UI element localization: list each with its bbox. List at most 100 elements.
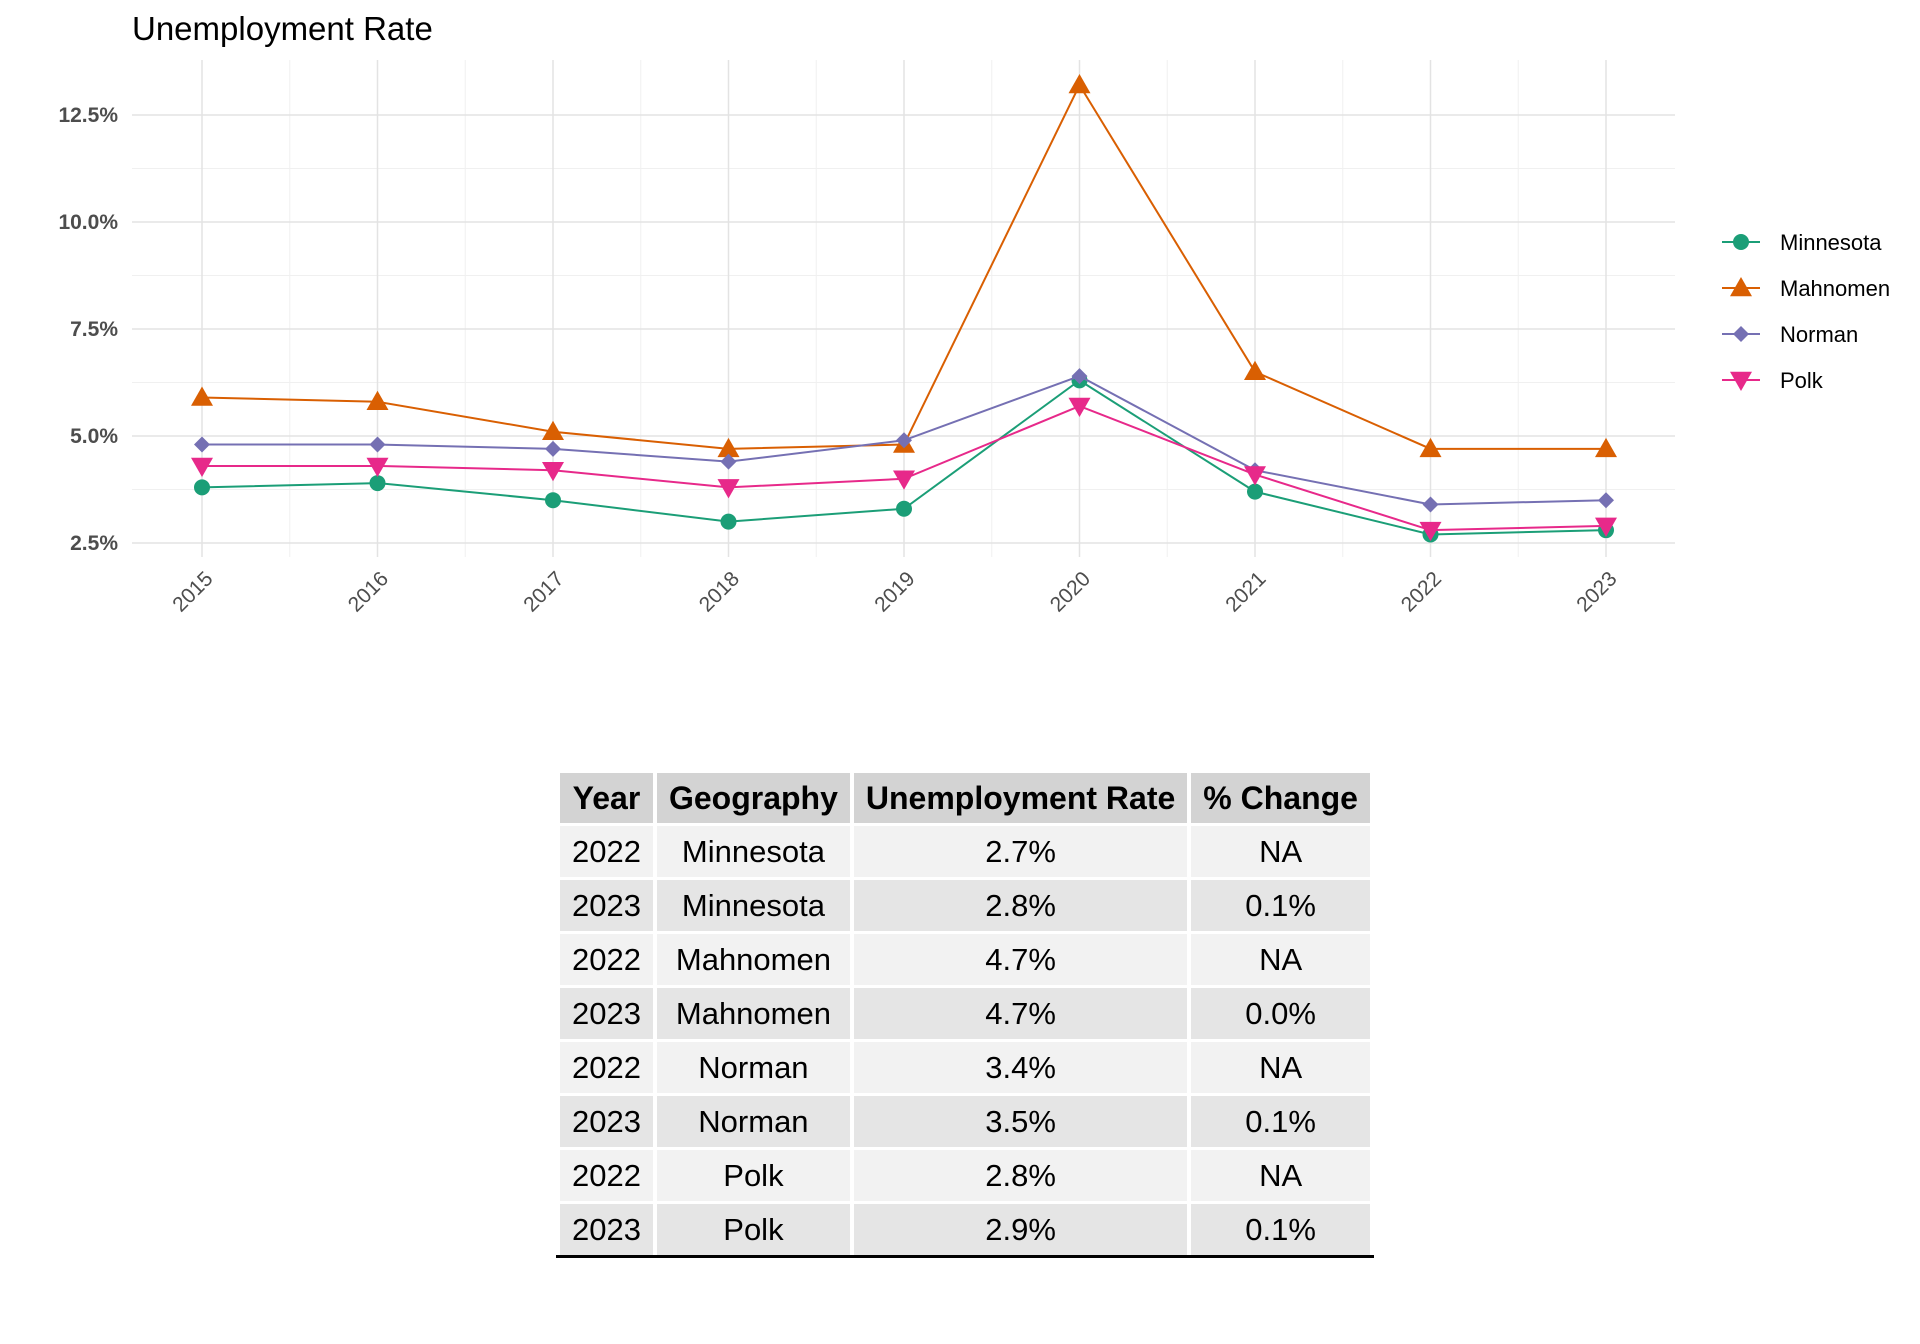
point-triangle-up [366,390,389,411]
table-cell: Norman [656,1096,850,1147]
point-triangle-up [1244,360,1266,381]
point-circle [1247,483,1263,500]
x-axis-ticks: 2015 2016 2017 2018 2019 2020 2021 2022 2023 [168,567,1621,616]
table-cell: NA [1191,1042,1370,1093]
point-diamond [720,453,737,470]
table-cell: 2.8% [853,880,1188,931]
x-tick-label: 2019 [870,567,919,616]
table-cell: 2.8% [853,1150,1188,1201]
y-tick-label: 7.5% [70,318,118,341]
point-triangle-down [1419,521,1442,542]
table-cell: 2023 [560,988,653,1039]
table-row: 2023 Norman 3.5% 0.1% [560,1096,1370,1147]
table-cell: Polk [656,1150,850,1201]
point-triangle-up [717,437,740,458]
legend-label: Mahnomen [1780,276,1890,301]
table-row: 2023 Minnesota 2.8% 0.1% [560,880,1370,931]
table-row: 2022 Polk 2.8% NA [560,1150,1370,1201]
table-cell: 0.1% [1191,1204,1370,1255]
point-triangle-up [191,386,213,406]
x-tick-label: 2018 [695,567,744,616]
point-diamond [545,440,561,457]
chart-title: Unemployment Rate [132,10,433,47]
table-body: 2022 Minnesota 2.7% NA 2023 Minnesota 2.8% 0.1%… [560,826,1370,1255]
y-axis-ticks: 2.5% 5.0% 7.5% 10.0% 12.5% [58,104,118,555]
table-cell: 2.7% [853,826,1188,877]
point-diamond [1422,496,1439,513]
table-cell: Minnesota [656,826,850,877]
table-header-row: Year Geography Unemployment Rate% Change [560,773,1370,823]
table-cell: 0.0% [1191,988,1370,1039]
table-row: 2023 Polk 2.9% 0.1% [560,1204,1370,1255]
legend-label: Norman [1780,322,1858,347]
point-triangle-down [366,457,389,477]
table-cell: 3.4% [853,1042,1188,1093]
table-cell: 4.7% [853,934,1188,985]
column-header: Geography [656,773,850,823]
series [191,74,1617,543]
series-polk [191,397,1617,542]
table-cell: 2022 [560,1150,653,1201]
table-cell: 2023 [560,880,653,931]
table-cell: 2023 [560,1096,653,1147]
point-triangle-down [1244,466,1266,486]
point-circle [369,475,386,492]
point-triangle-up [1419,437,1442,458]
table-row: 2022 Mahnomen 4.7% NA [560,934,1370,985]
point-triangle-down [1068,397,1091,418]
y-tick-label: 2.5% [70,532,118,555]
table-cell: 2023 [560,1204,653,1255]
point-diamond [1071,368,1088,385]
column-header: Unemployment Rate [853,773,1188,823]
series-norman [194,368,1614,513]
point-triangle-down [893,470,915,490]
x-tick-label: 2022 [1397,567,1446,616]
legend: Minnesota Mahnomen Norman Polk [1722,230,1890,393]
point-diamond [1598,492,1614,509]
table-cell: 4.7% [853,988,1188,1039]
point-diamond [896,432,912,449]
point-circle [1733,234,1749,250]
point-circle [896,500,912,517]
table-cell: 3.5% [853,1096,1188,1147]
table-row: 2022 Norman 3.4% NA [560,1042,1370,1093]
table-cell: NA [1191,826,1370,877]
table-cell: Mahnomen [656,934,850,985]
point-triangle-down [717,479,740,499]
point-triangle-up [542,420,564,440]
table-cell: 0.1% [1191,880,1370,931]
table-row: 2022 Minnesota 2.7% NA [560,826,1370,877]
y-tick-label: 12.5% [58,104,118,127]
point-triangle-down [191,457,213,477]
x-tick-label: 2017 [519,567,568,616]
legend-item-polk: Polk [1722,368,1824,393]
x-tick-label: 2020 [1046,567,1095,616]
table-cell: 2022 [560,826,653,877]
x-tick-label: 2015 [168,567,217,616]
legend-label: Polk [1780,368,1824,393]
table-cell: Minnesota [656,880,850,931]
table-row: 2023 Mahnomen 4.7% 0.0% [560,988,1370,1039]
table-cell: 2.9% [853,1204,1188,1255]
legend-label: Minnesota [1780,230,1882,255]
table-cell: 0.1% [1191,1096,1370,1147]
data-table: Year Geography Unemployment Rate% Change 2… [556,770,1374,1258]
table-cell: 2022 [560,934,653,985]
x-tick-label: 2016 [344,567,393,616]
table-cell: Polk [656,1204,850,1255]
legend-item-minnesota: Minnesota [1722,230,1882,255]
table-bottom-rule [556,1255,1374,1258]
point-diamond [369,436,386,453]
y-tick-label: 10.0% [58,211,118,234]
legend-item-mahnomen: Mahnomen [1722,276,1890,301]
table-cell: Mahnomen [656,988,850,1039]
point-circle [194,479,210,496]
column-header: Year [560,773,653,823]
point-circle [545,492,561,509]
point-triangle-down [1730,371,1752,391]
x-tick-label: 2023 [1572,567,1621,616]
table-cell: Norman [656,1042,850,1093]
column-header: % Change [1191,773,1370,823]
point-triangle-down [1595,517,1617,537]
table-cell: 2022 [560,1042,653,1093]
